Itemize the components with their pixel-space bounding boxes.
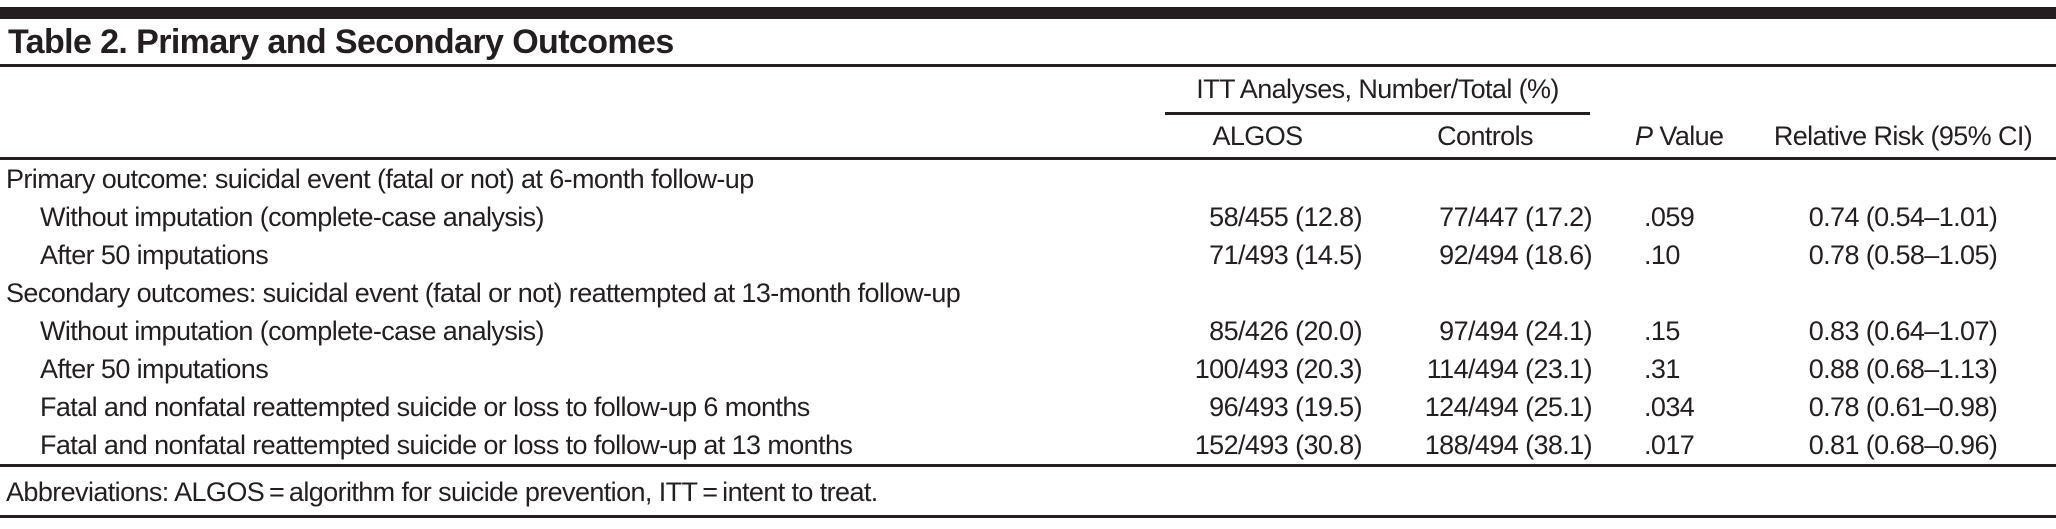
controls-value: 124/494 (25.1) [1424,391,1593,422]
row-label: Without imputation (complete-case analys… [40,201,545,232]
relative-risk-value: 0.83 (0.64–1.07) [1808,315,1998,346]
title-rule [0,64,2056,67]
abbreviations-footnote: Abbreviations: ALGOS = algorithm for sui… [6,477,878,507]
p-value: .31 [1644,353,1680,384]
controls-value: 188/494 (38.1) [1424,429,1593,460]
row-label: Primary outcome: suicidal event (fatal o… [6,163,754,194]
row-label: Secondary outcomes: suicidal event (fata… [6,277,961,308]
header-group-row: ITT Analyses, Number/Total (%) [0,67,2056,115]
p-rest: Value [1659,120,1724,151]
table-row: Secondary outcomes: suicidal event (fata… [0,274,2056,312]
relative-risk-column-header: Relative Risk (95% CI) [1773,120,2033,151]
table-row: Primary outcome: suicidal event (fatal o… [0,160,2056,198]
relative-risk-value: 0.78 (0.58–1.05) [1808,239,1998,270]
controls-value: 97/494 (24.1) [1439,315,1592,346]
p-value: .15 [1644,315,1680,346]
algos-value: 58/455 (12.8) [1209,201,1362,232]
body-rule [0,464,2056,467]
algos-value: 85/426 (20.0) [1209,315,1362,346]
relative-risk-value: 0.88 (0.68–1.13) [1808,353,1998,384]
row-label: Fatal and nonfatal reattempted suicide o… [40,429,853,460]
table-row: Without imputation (complete-case analys… [0,312,2056,350]
controls-value: 77/447 (17.2) [1439,201,1592,232]
table-title: Table 2. Primary and Secondary Outcomes [8,23,674,61]
controls-value: 114/494 (23.1) [1426,353,1593,384]
table-row: Fatal and nonfatal reattempted suicide o… [0,388,2056,426]
p-value-column-header: P Value [1600,121,1750,152]
top-bar [0,7,2056,19]
row-label: Fatal and nonfatal reattempted suicide o… [40,391,810,422]
algos-value: 152/493 (30.8) [1194,429,1363,460]
relative-risk-value: 0.74 (0.54–1.01) [1808,201,1998,232]
table-row: After 50 imputations 100/493 (20.3) 114/… [0,350,2056,388]
algos-value: 96/493 (19.5) [1209,391,1362,422]
p-value: .059 [1644,201,1695,232]
controls-column-header: Controls [1437,120,1533,151]
p-italic: P [1635,120,1653,151]
table-row: Fatal and nonfatal reattempted suicide o… [0,426,2056,464]
column-group-header: ITT Analyses, Number/Total (%) [1165,74,1590,115]
header-rule [0,157,2056,160]
table-row: After 50 imputations 71/493 (14.5) 92/49… [0,236,2056,274]
algos-column-header: ALGOS [1212,120,1303,151]
bottom-rule [0,515,2056,518]
header-columns-row: ALGOS Controls P Value Relative Risk (95%… [0,115,2056,157]
relative-risk-value: 0.81 (0.68–0.96) [1808,429,1998,460]
algos-value: 100/493 (20.3) [1194,353,1363,384]
table-row: Without imputation (complete-case analys… [0,198,2056,236]
p-value: .017 [1644,429,1695,460]
relative-risk-value: 0.78 (0.61–0.98) [1808,391,1998,422]
p-value: .034 [1644,391,1695,422]
row-label: Without imputation (complete-case analys… [40,315,545,346]
p-value: .10 [1644,239,1680,270]
controls-value: 92/494 (18.6) [1439,239,1592,270]
algos-value: 71/493 (14.5) [1209,239,1362,270]
row-label: After 50 imputations [40,353,269,384]
row-label: After 50 imputations [40,239,269,270]
